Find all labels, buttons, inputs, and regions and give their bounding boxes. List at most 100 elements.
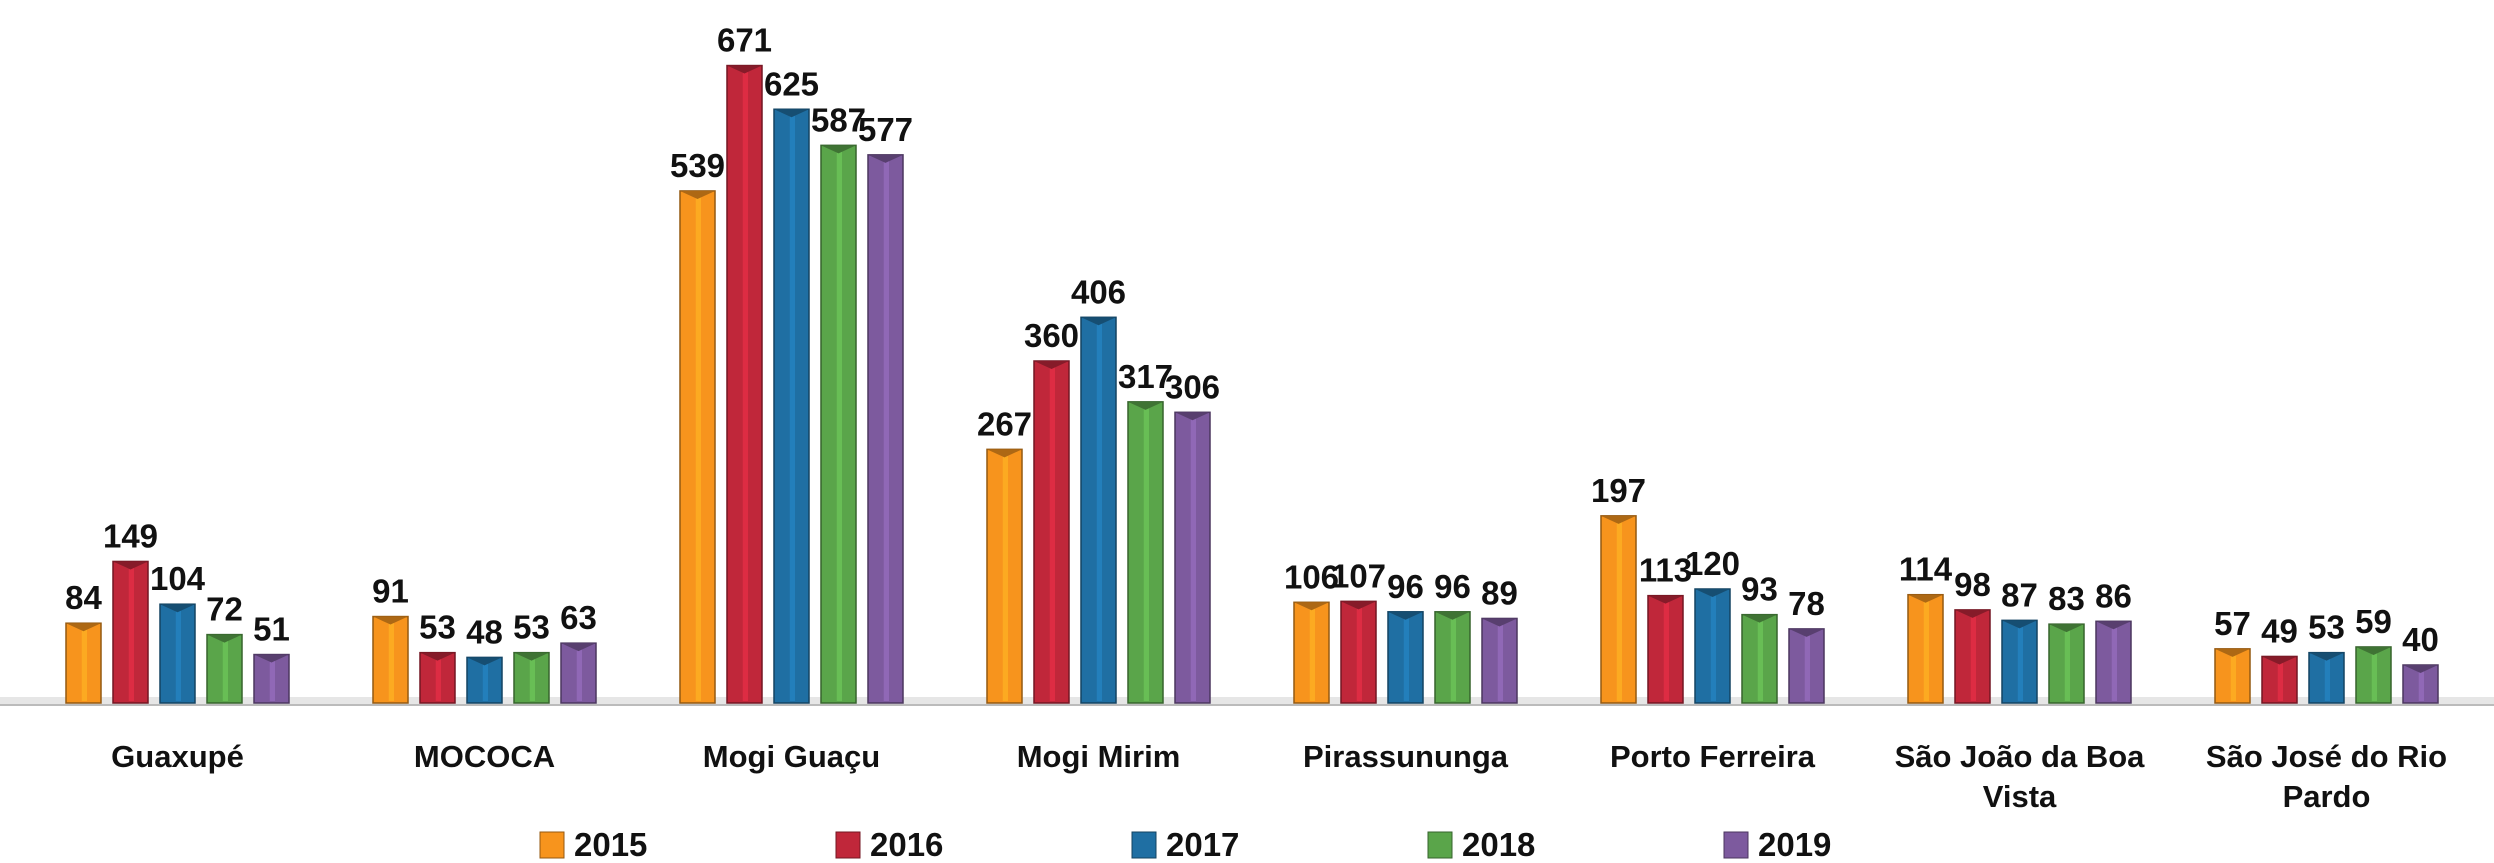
bar-group [514, 653, 549, 703]
bar-highlight [1003, 455, 1008, 701]
bar-highlight [223, 641, 228, 701]
bar-highlight [2018, 626, 2023, 701]
bar-group [420, 653, 455, 703]
bar-highlight [1711, 595, 1716, 701]
bar-highlight [389, 623, 394, 701]
value-label: 96 [1434, 568, 1471, 605]
bar-group [1388, 612, 1423, 703]
bar-highlight [2372, 653, 2377, 701]
bar-group [1482, 618, 1517, 703]
value-label: 406 [1071, 273, 1126, 310]
value-label: 53 [513, 609, 550, 646]
legend-label: 2018 [1462, 826, 1535, 863]
bar-group [1175, 412, 1210, 703]
chart: 8414910472519153485363539671625587577267… [0, 0, 2494, 863]
bar-highlight [530, 659, 535, 701]
value-label: 83 [2048, 580, 2085, 617]
bar-group [467, 657, 502, 703]
bar-group [2215, 649, 2250, 703]
value-label: 306 [1165, 368, 1220, 405]
x-tick-label: Guaxupé [24, 737, 331, 777]
value-label: 539 [670, 147, 725, 184]
bar-highlight [1050, 367, 1055, 701]
legend-label: 2017 [1166, 826, 1239, 863]
bar-highlight [743, 72, 748, 701]
bar-highlight [2419, 671, 2424, 701]
value-label: 149 [103, 517, 158, 554]
value-label: 53 [2308, 609, 2345, 646]
value-label: 72 [206, 591, 243, 628]
bar-group [1908, 595, 1943, 703]
value-label: 59 [2355, 603, 2392, 640]
value-label: 87 [2001, 576, 2038, 613]
value-label: 78 [1788, 585, 1825, 622]
value-label: 120 [1685, 545, 1740, 582]
bar-group [561, 643, 596, 703]
bar-group [868, 155, 903, 703]
bar-highlight [1664, 602, 1669, 701]
legend-swatch [1724, 832, 1748, 858]
bar-group [254, 655, 289, 703]
bar-highlight [1971, 616, 1976, 701]
x-tick-label: MOCOCA [331, 737, 638, 777]
bar-highlight [176, 610, 181, 701]
bar-group [2096, 621, 2131, 703]
bar-group [821, 145, 856, 703]
value-label: 197 [1591, 472, 1646, 509]
bar-group [1648, 596, 1683, 703]
bar-highlight [270, 661, 275, 701]
value-label: 49 [2261, 612, 2298, 649]
bar-group [66, 623, 101, 703]
bar-group [1955, 610, 1990, 703]
bar-highlight [790, 115, 795, 701]
bar-group [1789, 629, 1824, 703]
bar-group [774, 109, 809, 703]
legend-swatch [1428, 832, 1452, 858]
bar-group [2403, 665, 2438, 703]
bar-group [207, 635, 242, 703]
x-tick-label: Pirassununga [1252, 737, 1559, 777]
value-label: 53 [419, 609, 456, 646]
legend-label: 2016 [870, 826, 943, 863]
bar-group [1294, 602, 1329, 703]
value-label: 114 [1899, 551, 1953, 588]
legend-label: 2015 [574, 826, 647, 863]
bar-highlight [1617, 522, 1622, 701]
bar-highlight [1357, 607, 1362, 701]
bar-group [2002, 620, 2037, 703]
bar-highlight [1498, 624, 1503, 701]
value-label: 51 [253, 611, 290, 648]
bar-group [1081, 317, 1116, 703]
bar-group [2049, 624, 2084, 703]
bar-highlight [82, 629, 87, 701]
bar-highlight [129, 567, 134, 701]
value-label: 96 [1387, 568, 1424, 605]
bar-highlight [1758, 621, 1763, 701]
value-label: 267 [977, 405, 1032, 442]
value-label: 577 [858, 111, 913, 148]
x-tick-label: Mogi Guaçu [638, 737, 945, 777]
value-label: 107 [1331, 557, 1386, 594]
value-label: 625 [764, 65, 819, 102]
bar-highlight [577, 649, 582, 701]
bar-highlight [2278, 662, 2283, 701]
value-label: 63 [560, 599, 597, 636]
value-label: 57 [2214, 605, 2251, 642]
value-label: 360 [1024, 317, 1079, 354]
bar-group [373, 617, 408, 703]
legend-swatch [540, 832, 564, 858]
bar-group [680, 191, 715, 703]
value-label: 89 [1481, 574, 1518, 611]
legend-swatch [836, 832, 860, 858]
bar-highlight [1451, 618, 1456, 701]
bar-highlight [1097, 323, 1102, 701]
value-label: 98 [1954, 566, 1991, 603]
bar-highlight [1144, 408, 1149, 701]
bar-group [1601, 516, 1636, 703]
bar-highlight [837, 151, 842, 701]
bar-group [987, 449, 1022, 703]
bar-group [113, 561, 148, 703]
bar-highlight [483, 663, 488, 701]
value-label: 91 [372, 573, 409, 610]
plot: 8414910472519153485363539671625587577267… [0, 0, 2494, 863]
